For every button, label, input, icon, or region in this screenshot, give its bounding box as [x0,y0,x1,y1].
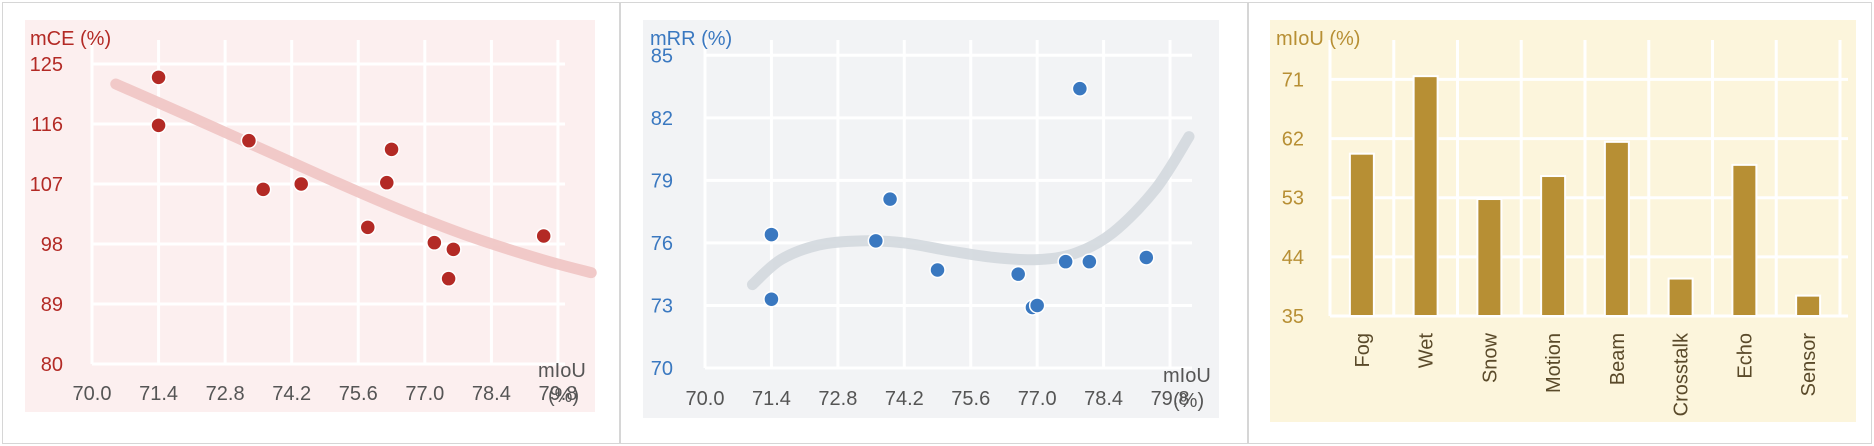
x-axis-label-line2: (%) [548,385,579,407]
bar-wet [1412,75,1439,318]
data-point [445,241,462,258]
x-tick-label: 72.8 [818,388,857,410]
data-point [426,234,443,251]
data-point [1071,80,1089,97]
x-tick-label: Beam [1607,333,1629,385]
y-tick-label: 82 [651,108,673,130]
bar-fog [1348,152,1375,317]
data-point [763,226,780,243]
x-tick-label: 74.2 [272,383,311,405]
y-tick-label: 116 [31,114,63,136]
x-tick-label: 78.4 [472,383,511,405]
data-point [1028,297,1046,314]
data-point [150,117,167,134]
data-point [1057,253,1074,270]
y-tick-label: 53 [1282,188,1304,210]
data-point [150,69,167,86]
data-point [867,232,885,250]
data-point [254,181,272,198]
x-tick-label: Motion [1543,333,1565,393]
x-tick-label: 79.8 [538,383,577,405]
data-point [359,219,377,236]
y-tick-label: 85 [651,45,673,67]
data-point [929,261,946,279]
x-tick-label: 70.0 [73,383,112,405]
data-point [535,227,552,245]
x-axis-label-line1: mIoU [1163,365,1211,387]
x-tick-label: 74.2 [885,388,924,410]
data-point [240,132,258,149]
x-tick-label: Crosstalk [1671,332,1693,416]
x-tick-label: Sensor [1798,333,1820,397]
y-axis-label: mRR (%) [650,28,732,50]
data-point [881,190,899,208]
data-point [763,290,780,308]
x-tick-label: 71.4 [752,388,791,410]
bar-echo [1731,163,1758,317]
y-axis-label: mIoU (%) [1276,28,1360,50]
x-tick-label: 75.6 [951,388,990,410]
x-tick-label: 78.4 [1084,388,1123,410]
x-tick-label: 70.0 [686,388,725,410]
x-tick-label: 71.4 [139,383,178,405]
x-tick-label: 77.0 [1018,388,1057,410]
data-point [292,175,310,193]
x-tick-label: Wet [1416,333,1438,369]
x-tick-label: Echo [1734,333,1756,379]
y-tick-label: 89 [41,294,63,316]
x-tick-label: 79.8 [1151,388,1190,410]
y-tick-label: 71 [1282,69,1304,91]
y-tick-label: 73 [651,295,673,317]
bar-beam [1603,140,1630,317]
bar-snow [1476,198,1503,317]
y-tick-label: 79 [651,170,673,192]
y-tick-label: 107 [30,174,63,196]
bar-motion [1540,175,1567,317]
trend-curve [110,78,597,279]
bar-sensor [1795,294,1822,317]
x-axis-label-line2: (%) [1173,390,1204,412]
y-tick-label: 62 [1282,129,1304,151]
data-point [440,270,457,287]
x-tick-label: Fog [1352,333,1374,367]
y-tick-label: 35 [1282,306,1304,328]
x-tick-label: 72.8 [206,383,245,405]
data-point [383,141,400,158]
y-tick-label: 70 [651,358,673,380]
bar-crosstalk [1667,277,1694,317]
data-point [1138,249,1155,266]
data-point [1009,265,1027,283]
trend-curve [746,131,1195,291]
x-tick-label: 75.6 [339,383,378,405]
x-tick-label: 77.0 [405,383,444,405]
data-point [378,174,396,191]
y-axis-label: mCE (%) [30,28,111,50]
y-tick-label: 125 [30,54,63,76]
y-tick-label: 76 [651,233,673,255]
data-point [1081,253,1098,270]
y-tick-label: 98 [41,234,63,256]
y-tick-label: 80 [41,354,63,376]
x-tick-label: Snow [1479,332,1501,383]
y-tick-label: 44 [1282,247,1304,269]
x-axis-label-line1: mIoU [538,360,586,382]
